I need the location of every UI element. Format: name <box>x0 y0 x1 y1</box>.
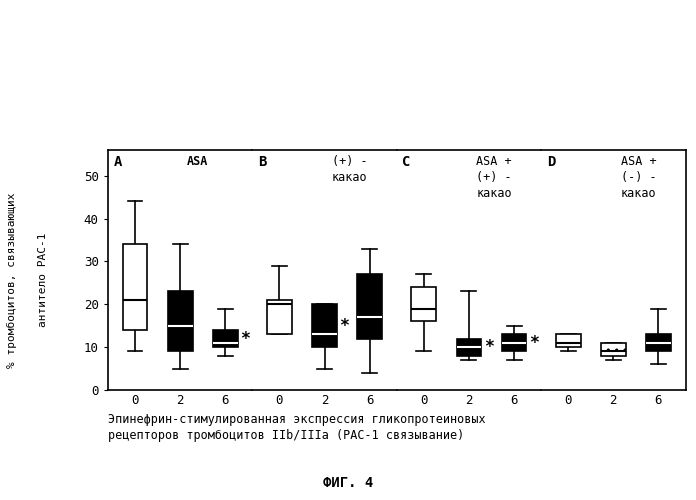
Text: ФИГ. 4: ФИГ. 4 <box>323 476 373 490</box>
Bar <box>502 334 526 351</box>
Text: C: C <box>402 155 411 169</box>
Text: *: * <box>240 330 250 347</box>
Text: % тромбоцитов, связывающих: % тромбоцитов, связывающих <box>7 192 17 368</box>
Text: A: A <box>113 155 122 169</box>
Text: D: D <box>547 155 555 169</box>
Text: Эпинефрин-стимулированная экспрессия гликопротеиновых
рецепторов тромбоцитов IIb: Эпинефрин-стимулированная экспрессия гли… <box>108 412 486 442</box>
Bar <box>457 338 482 355</box>
Text: B: B <box>258 155 267 169</box>
Bar <box>312 304 337 347</box>
Text: *: * <box>484 338 493 356</box>
Bar <box>411 287 436 322</box>
Text: ASA: ASA <box>187 155 209 168</box>
Text: ASA +
(-) -
какао: ASA + (-) - какао <box>621 155 656 200</box>
Bar <box>168 292 193 352</box>
Bar <box>267 300 292 334</box>
Bar <box>213 330 237 347</box>
Text: ASA +
(+) -
какао: ASA + (+) - какао <box>476 155 512 200</box>
Text: антитело РАС-1: антитело РАС-1 <box>38 233 48 327</box>
Bar <box>357 274 382 338</box>
Text: *: * <box>529 334 539 352</box>
Bar <box>646 334 671 351</box>
Text: (+) -
какао: (+) - какао <box>332 155 367 184</box>
Text: *: * <box>339 316 349 334</box>
Bar <box>601 343 626 355</box>
Bar <box>122 244 148 330</box>
Bar <box>556 334 580 347</box>
